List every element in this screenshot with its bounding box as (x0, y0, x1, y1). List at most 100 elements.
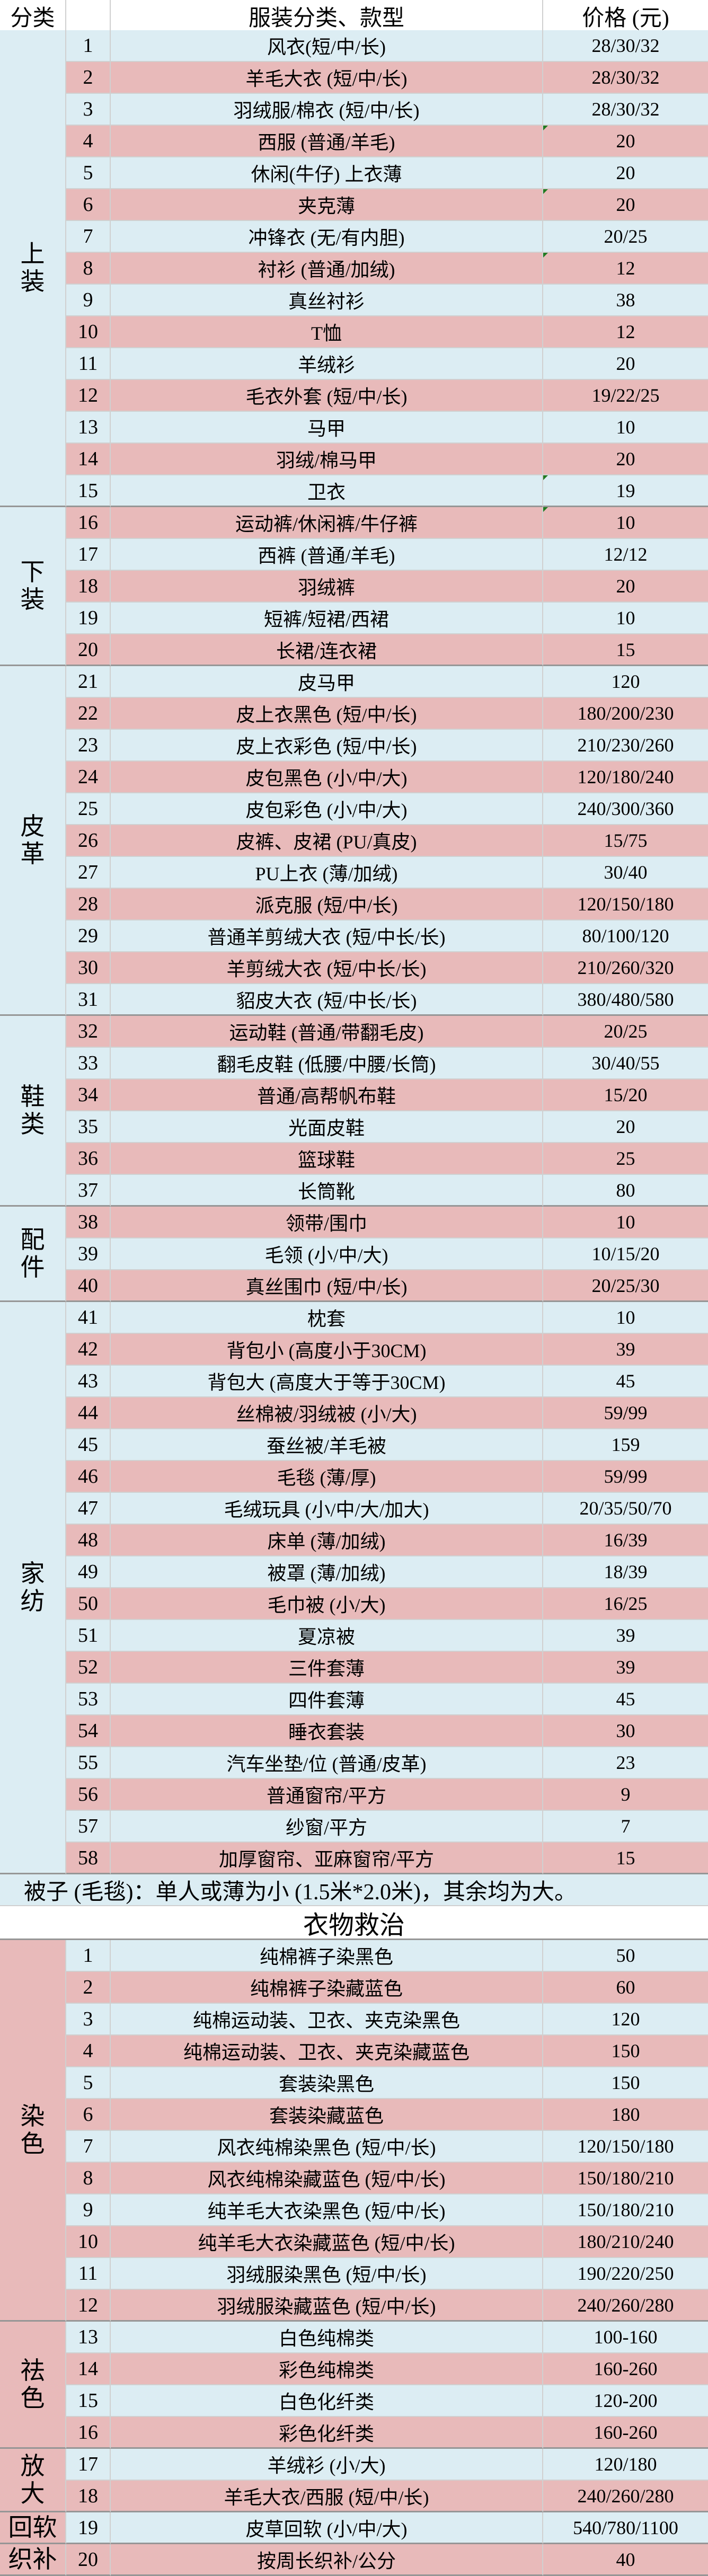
row-number-cell: 30 (66, 952, 111, 984)
price-cell: 10/15/20 (543, 1238, 708, 1270)
item-cell: 毛毯 (薄/厚) (111, 1461, 543, 1493)
header-category: 分类 (0, 0, 66, 34)
row-number-cell: 57 (66, 1811, 111, 1843)
item-cell: 按周长织补/公分 (111, 2544, 543, 2576)
header-number (66, 0, 111, 34)
row-number-cell: 7 (66, 2131, 111, 2163)
row-number-cell: 33 (66, 1048, 111, 1079)
item-cell: 翻毛皮鞋 (低腰/中腰/长筒) (111, 1048, 543, 1079)
row-number-cell: 4 (66, 2035, 111, 2067)
row-number-cell: 27 (66, 857, 111, 889)
row-number-cell: 18 (66, 571, 111, 603)
price-cell: 210/230/260 (543, 730, 708, 762)
row-number-cell: 3 (66, 2004, 111, 2035)
item-cell: 羽绒裤 (111, 571, 543, 603)
item-cell: 彩色化纤类 (111, 2417, 543, 2449)
row-number-cell: 10 (66, 2226, 111, 2258)
item-cell: 真丝围巾 (短/中/长) (111, 1270, 543, 1302)
category-label-char: 下 (20, 558, 45, 586)
item-cell: 普通窗帘/平方 (111, 1779, 543, 1811)
item-cell: 马甲 (111, 412, 543, 444)
price-cell: 80 (543, 1175, 708, 1207)
price-cell: 120 (543, 666, 708, 698)
item-cell: 毛绒玩具 (小/中/大/加大) (111, 1493, 543, 1525)
price-cell: 59/99 (543, 1397, 708, 1429)
green-flag-icon (543, 189, 548, 194)
price-cell: 19 (543, 475, 708, 507)
item-cell: 篮球鞋 (111, 1143, 543, 1175)
item-cell: 光面皮鞋 (111, 1111, 543, 1143)
item-cell: 彩色纯棉类 (111, 2353, 543, 2385)
row-number-cell: 21 (66, 666, 111, 698)
price-cell: 210/260/320 (543, 952, 708, 984)
price-cell: 50 (543, 1940, 708, 1972)
row-number-cell: 9 (66, 2194, 111, 2226)
category-cell: 配件 (0, 1207, 66, 1302)
item-cell: 皮草回软 (小/中/大) (111, 2512, 543, 2544)
price-cell: 7 (543, 1811, 708, 1843)
item-cell: 毛领 (小/中/大) (111, 1238, 543, 1270)
row-number-cell: 23 (66, 730, 111, 762)
row-number-cell: 5 (66, 157, 111, 189)
price-cell: 20/25 (543, 221, 708, 253)
item-cell: 普通羊剪绒大衣 (短/中长/长) (111, 920, 543, 952)
category-cell: 皮革 (0, 666, 66, 1016)
item-cell: 纯羊毛大衣染黑色 (短/中/长) (111, 2194, 543, 2226)
price-cell: 20/35/50/70 (543, 1493, 708, 1525)
header-item: 服装分类、款型 (111, 0, 543, 34)
category-label-char: 件 (20, 1253, 45, 1281)
price-cell: 20 (543, 1111, 708, 1143)
row-number-cell: 35 (66, 1111, 111, 1143)
category-label-char: 家 (20, 1560, 45, 1587)
item-cell: 套装染藏蓝色 (111, 2099, 543, 2131)
row-number-cell: 1 (66, 1940, 111, 1972)
category-label-char: 纺 (20, 1587, 45, 1615)
row-number-cell: 2 (66, 1972, 111, 2004)
price-cell: 120/180 (543, 2449, 708, 2481)
price-cell: 23 (543, 1747, 708, 1779)
price-cell: 39 (543, 1652, 708, 1684)
price-cell: 10 (543, 1302, 708, 1334)
row-number-cell: 2 (66, 62, 111, 94)
item-cell: 羊剪绒大衣 (短/中长/长) (111, 952, 543, 984)
item-cell: 皮上衣彩色 (短/中/长) (111, 730, 543, 762)
price-cell: 15 (543, 634, 708, 666)
item-cell: 羽绒服染藏蓝色 (短/中/长) (111, 2290, 543, 2322)
row-number-cell: 15 (66, 2385, 111, 2417)
price-cell: 30/40/55 (543, 1048, 708, 1079)
row-number-cell: 32 (66, 1016, 111, 1048)
category-label-char: 色 (20, 2384, 45, 2412)
item-cell: 白色纯棉类 (111, 2322, 543, 2353)
row-number-cell: 20 (66, 634, 111, 666)
price-cell: 10 (543, 603, 708, 634)
price-cell: 15 (543, 1843, 708, 1874)
row-number-cell: 42 (66, 1334, 111, 1366)
item-cell: 羊绒衫 (111, 348, 543, 380)
price-cell: 9 (543, 1779, 708, 1811)
item-cell: 丝棉被/羽绒被 (小/大) (111, 1397, 543, 1429)
price-cell: 20 (543, 444, 708, 475)
row-number-cell: 48 (66, 1525, 111, 1556)
category-cell: 织补 (0, 2544, 66, 2576)
category-cell: 放大 (0, 2449, 66, 2512)
price-cell: 20 (543, 126, 708, 157)
item-cell: 西裤 (普通/羊毛) (111, 539, 543, 571)
item-cell: 皮裤、皮裙 (PU/真皮) (111, 825, 543, 857)
item-cell: 被罩 (薄/加绒) (111, 1556, 543, 1588)
green-flag-icon (543, 475, 548, 480)
row-number-cell: 36 (66, 1143, 111, 1175)
item-cell: 休闲(牛仔) 上衣薄 (111, 157, 543, 189)
price-cell: 28/30/32 (543, 62, 708, 94)
item-cell: 真丝衬衫 (111, 285, 543, 316)
price-cell: 20/25/30 (543, 1270, 708, 1302)
item-cell: 貂皮大衣 (短/中长/长) (111, 984, 543, 1016)
category-cell: 回软 (0, 2512, 66, 2544)
item-cell: PU上衣 (薄/加绒) (111, 857, 543, 889)
row-number-cell: 31 (66, 984, 111, 1016)
row-number-cell: 24 (66, 762, 111, 793)
row-number-cell: 11 (66, 2258, 111, 2290)
category-cell: 下装 (0, 507, 66, 666)
row-number-cell: 3 (66, 94, 111, 126)
item-cell: 皮上衣黑色 (短/中/长) (111, 698, 543, 730)
price-cell: 20 (543, 189, 708, 221)
